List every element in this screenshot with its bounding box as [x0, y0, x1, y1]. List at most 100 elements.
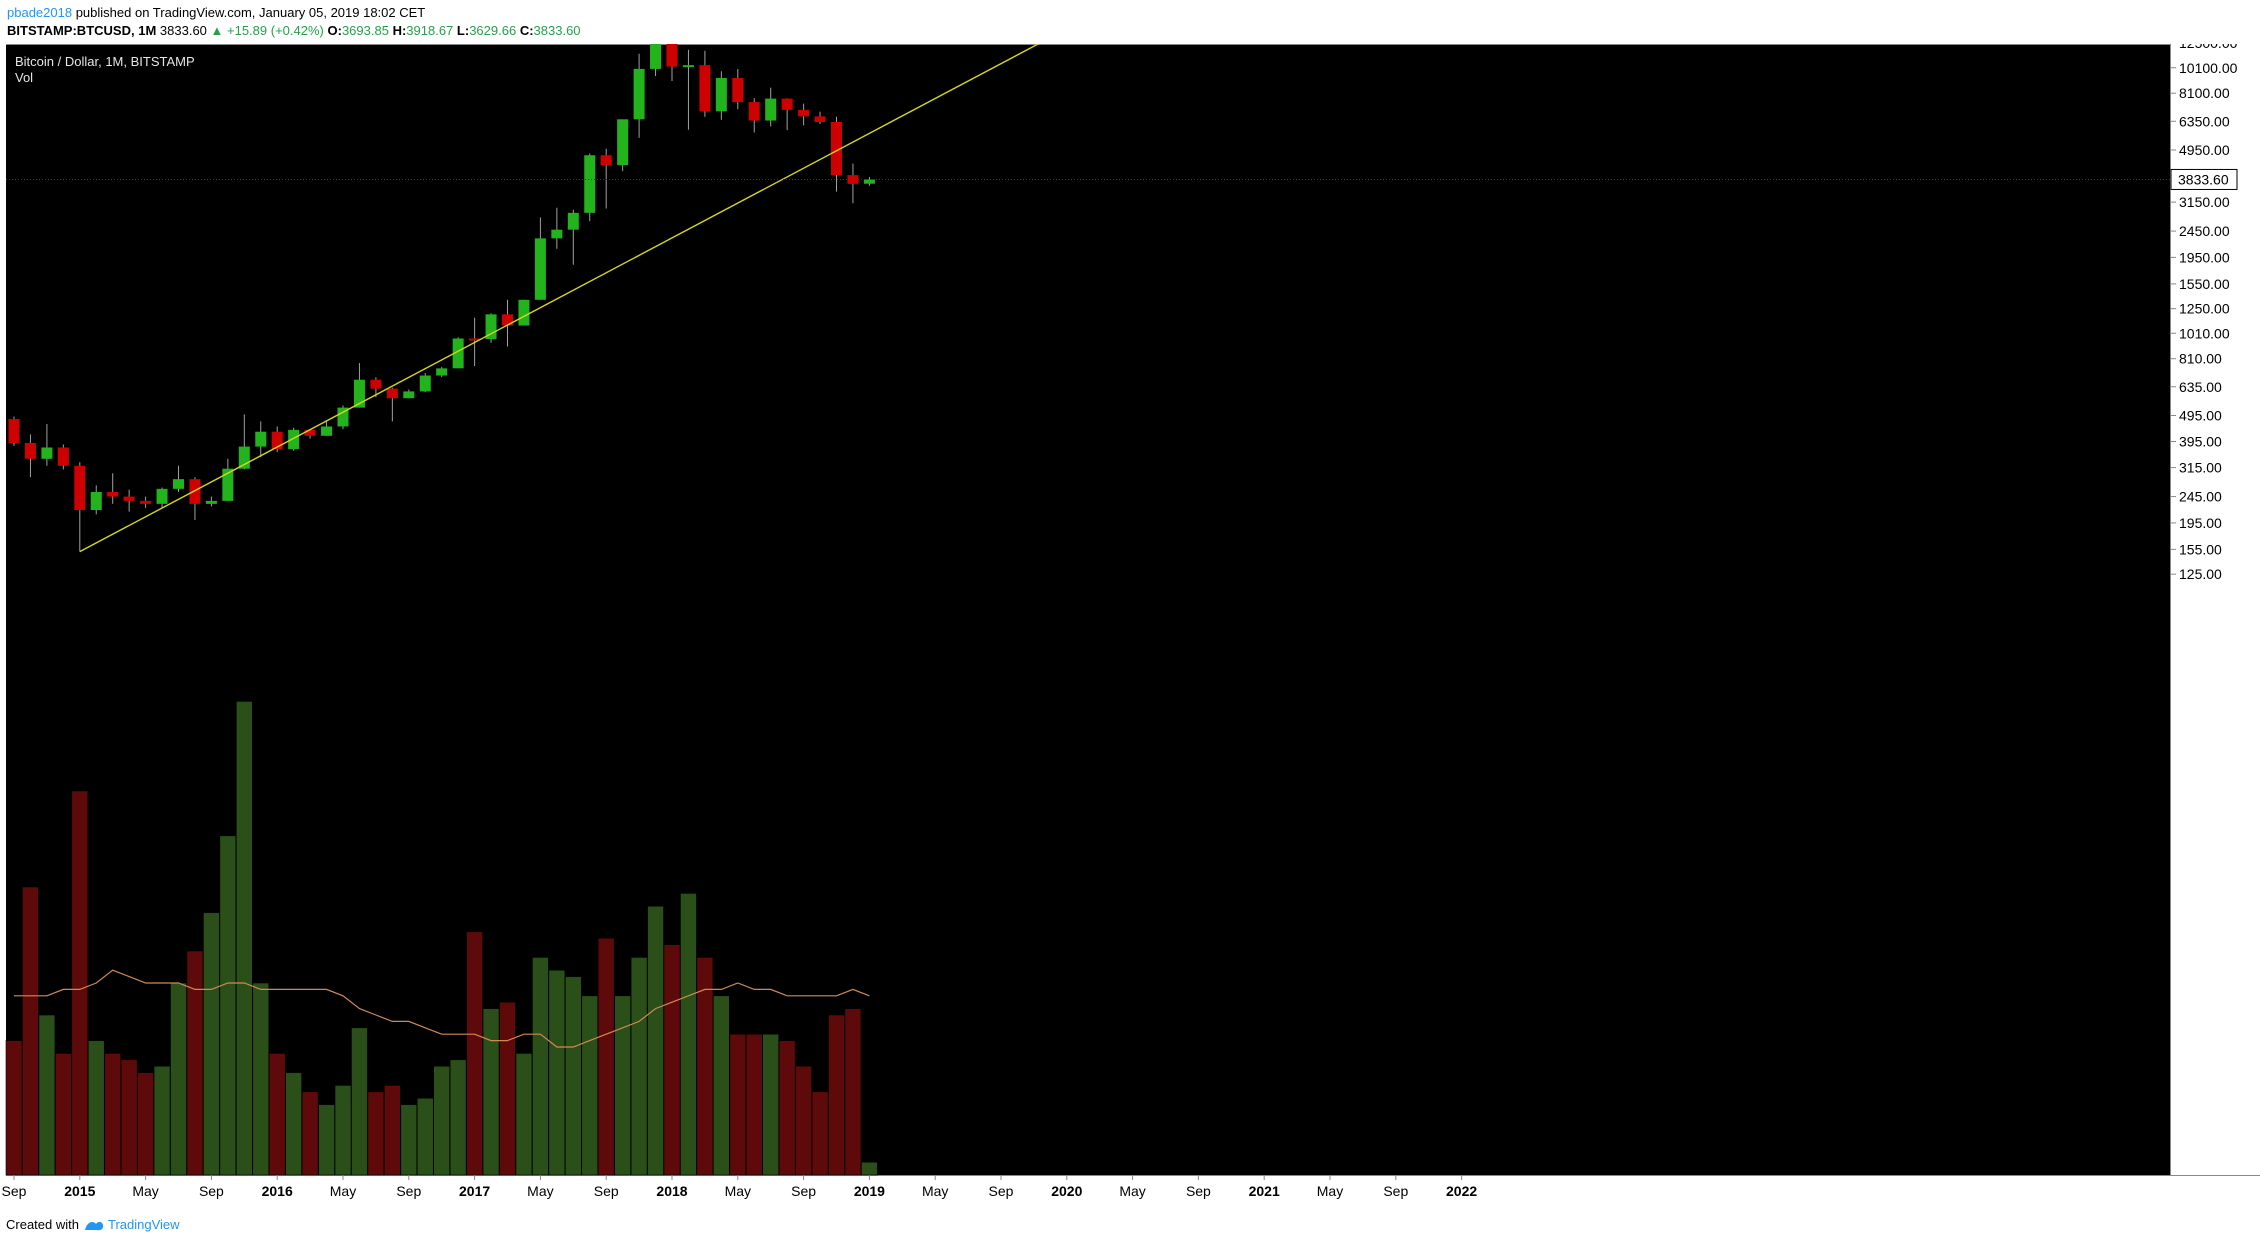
volume-bar [38, 1014, 56, 1176]
candle-body [699, 65, 711, 112]
volume-bar [515, 1053, 533, 1176]
time-tick-label: Sep [791, 1183, 816, 1199]
candle-body [403, 391, 415, 399]
volume-bar [548, 969, 566, 1176]
candle-body [271, 431, 283, 450]
last-price-tag-bg [2170, 168, 2238, 190]
price-tick-label: 8100.00 [2179, 85, 2230, 101]
candle-body [617, 119, 629, 166]
candle-body [173, 479, 184, 489]
price-tick-label: 1550.00 [2179, 276, 2230, 292]
publication-line: pbade2018 published on TradingView.com, … [7, 5, 425, 20]
candle-body [534, 238, 546, 300]
time-tick-label: May [725, 1183, 751, 1199]
volume-bar [87, 1040, 105, 1176]
time-tick-label: May [922, 1183, 948, 1199]
tradingview-brand[interactable]: TradingView [108, 1217, 180, 1232]
volume-bar [762, 1033, 780, 1176]
legend-title: Bitcoin / Dollar, 1M, BITSTAMP [15, 54, 195, 69]
last-price: 3833.60 [159, 23, 207, 38]
time-tick-label: 2021 [1249, 1183, 1280, 1199]
volume-bar [713, 995, 730, 1176]
volume-bar [137, 1072, 154, 1176]
volume-bar [301, 1091, 319, 1176]
price-tick-label: 810.00 [2179, 351, 2222, 367]
candle-body [255, 431, 267, 447]
volume-bar [400, 1104, 418, 1176]
time-tick-label: May [527, 1183, 553, 1199]
candle-body [666, 44, 678, 67]
candle-body [24, 442, 36, 459]
time-tick-label: 2017 [459, 1183, 490, 1199]
candle-body [732, 77, 744, 103]
candle-body [222, 468, 234, 501]
candle-body [814, 116, 826, 122]
volume-bar [729, 1033, 747, 1176]
price-tick-label: 4950.00 [2179, 142, 2230, 158]
candle-body [189, 479, 201, 504]
high-value: 3918.67 [406, 23, 454, 38]
volume-bar [5, 1040, 23, 1176]
candle-body [41, 447, 53, 459]
time-tick-label: May [132, 1183, 158, 1199]
candle-body [304, 429, 316, 436]
price-chart[interactable]: 96000.0076000.0061000.0049000.0039000.00… [0, 44, 2260, 1214]
volume-bar [795, 1065, 812, 1176]
candle-body [156, 488, 168, 504]
price-tick-label: 1250.00 [2179, 301, 2230, 317]
candle-body [386, 388, 398, 399]
volume-bar [170, 982, 187, 1176]
time-tick-label: Sep [1186, 1183, 1211, 1199]
volume-bar [499, 1001, 516, 1176]
volume-bar [351, 1027, 368, 1176]
candle-body [765, 98, 777, 121]
last-price-tag: 3833.60 [2170, 168, 2238, 190]
low-label: L: [456, 23, 470, 38]
price-tick-label: 125.00 [2179, 566, 2222, 582]
candle-body [831, 121, 842, 176]
candle-body [90, 491, 102, 511]
candle-body [551, 229, 563, 239]
volume-bar [186, 950, 204, 1176]
candle-body [321, 426, 333, 436]
time-tick-label: Sep [2, 1183, 27, 1199]
volume-bar [219, 835, 237, 1176]
volume-bar [433, 1065, 451, 1176]
time-tick-label: 2019 [854, 1183, 885, 1199]
author-link[interactable]: pbade2018 [7, 5, 73, 20]
time-axis[interactable]: Sep 2015 May Sep 2016 May Sep 2017 May Sep 2018 May… [2, 1175, 1478, 1199]
price-tick-label: 2450.00 [2179, 223, 2230, 239]
volume-bar [55, 1053, 72, 1176]
time-tick-label: 2018 [656, 1183, 687, 1199]
tradingview-logo-icon[interactable] [83, 1217, 108, 1232]
candle-body [863, 179, 875, 184]
volume-bar [153, 1065, 171, 1176]
time-tick-label: Sep [989, 1183, 1014, 1199]
volume-bar [663, 944, 681, 1176]
volume-bar [811, 1091, 829, 1176]
time-tick-label: Sep [594, 1183, 619, 1199]
open-label: O: [327, 23, 342, 38]
volume-bar [318, 1104, 335, 1176]
price-tick-label: 635.00 [2179, 379, 2222, 395]
candle-layer [8, 44, 875, 552]
low-value: 3629.66 [469, 23, 517, 38]
candle-body [370, 379, 382, 389]
candle-body [798, 109, 810, 117]
plot-area[interactable] [6, 44, 2170, 1175]
time-tick-label: May [330, 1183, 356, 1199]
candle-body [485, 314, 497, 340]
candle-body [518, 299, 530, 326]
close-value: 3833.60 [533, 23, 581, 38]
volume-ma-layer [14, 969, 870, 1048]
candle-body [584, 155, 596, 213]
open-value: 3693.85 [341, 23, 389, 38]
price-axis[interactable]: 96000.0076000.0061000.0049000.0039000.00… [2170, 44, 2238, 582]
time-tick-label: 2015 [64, 1183, 95, 1199]
candle-body [8, 419, 20, 443]
volume-bar [482, 1008, 500, 1176]
volume-bar [745, 1033, 763, 1176]
candle-body [600, 155, 612, 166]
price-tick-label: 3150.00 [2179, 194, 2230, 210]
candle-body [502, 314, 513, 326]
